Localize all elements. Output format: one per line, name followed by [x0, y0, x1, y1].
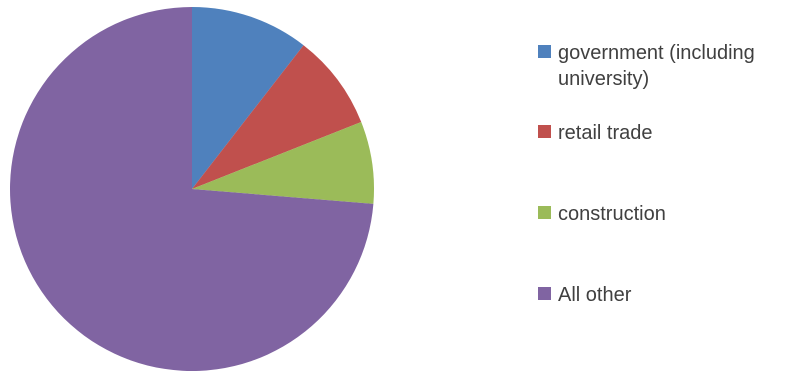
pie-slices [9, 6, 374, 372]
pie-slice-government-including-university [192, 7, 304, 189]
pie-slice-retail-trade [192, 45, 362, 189]
legend-swatch-government [538, 45, 551, 58]
legend-swatch-retail-trade [538, 125, 551, 138]
legend-swatch-all-other [538, 287, 551, 300]
legend-item-all-other: All other [538, 282, 798, 308]
legend-label-retail-trade: retail trade [558, 122, 653, 144]
legend-swatch-construction [538, 206, 551, 219]
legend-label-government: government (including university) [558, 42, 755, 90]
legend-item-construction: construction [538, 201, 798, 227]
legend-label-all-other: All other [558, 284, 632, 306]
legend-item-retail-trade: retail trade [538, 120, 798, 146]
legend-label-construction: construction [558, 203, 666, 225]
pie-slice-all-other [9, 6, 374, 372]
pie-slice-construction [192, 122, 374, 204]
legend-item-government: government (including university) [538, 40, 798, 92]
